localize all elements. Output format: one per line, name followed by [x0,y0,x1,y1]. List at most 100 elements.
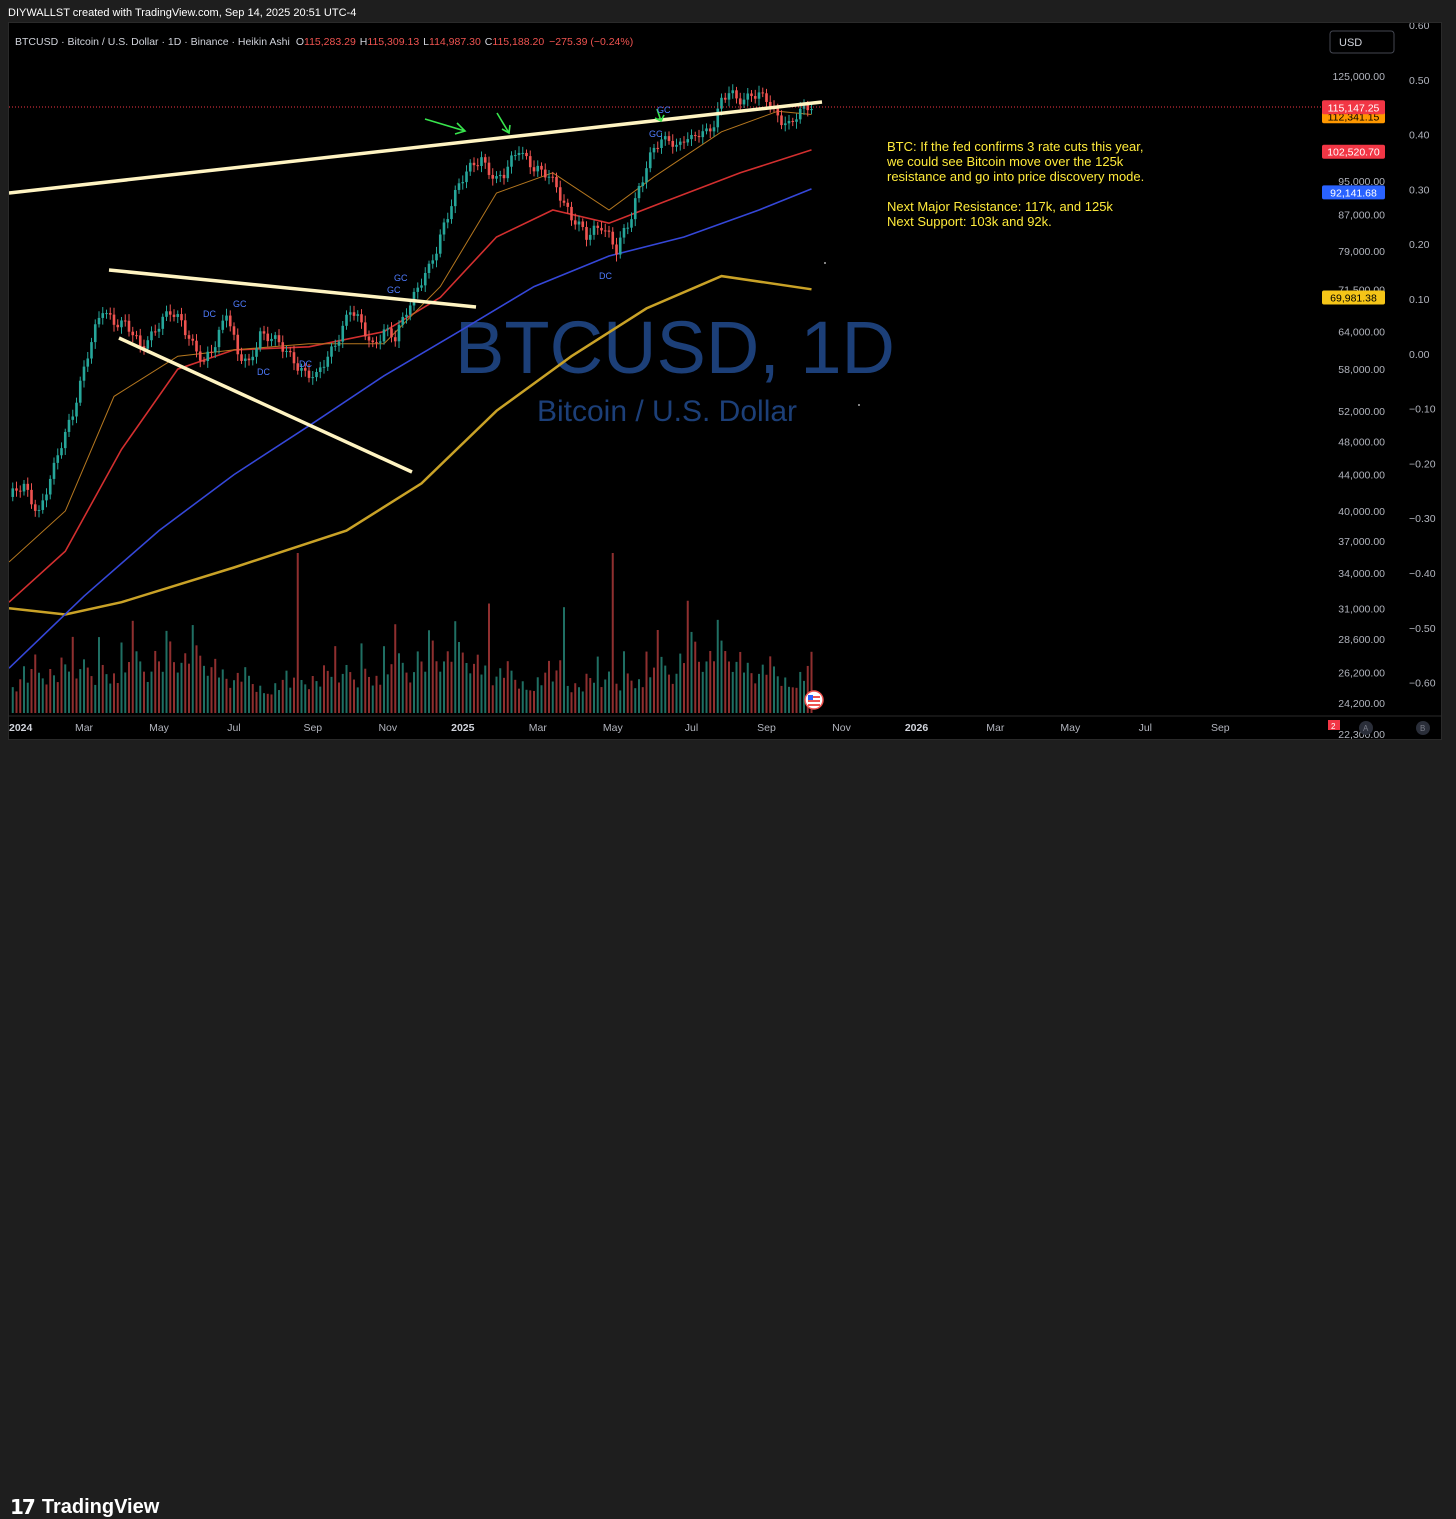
candle-body [116,324,120,328]
volume-bar [233,680,235,713]
trendlines[interactable] [8,100,823,474]
volume-bar [810,651,813,713]
candle-body [22,483,26,492]
price-badge-bg [1322,185,1385,200]
auto-scale-button[interactable] [1359,721,1373,735]
volume-bar [15,691,18,713]
volume-bar [465,662,468,713]
time-tick-label: 2024 [9,722,33,734]
candle-body [18,490,22,492]
candle-body [442,222,446,235]
time-tick-label: Sep [1211,722,1230,734]
candle-body [127,320,131,332]
gc-label: GC [387,285,401,295]
volume-bar [780,685,783,713]
candle-body [585,227,588,240]
candle-body [300,368,303,371]
candle-body [731,90,735,94]
percent-axis[interactable]: 0.60 0.50 0.40 0.30 0.20 0.10 0.00 −0.10 −0.20 −0… [1409,20,1436,690]
chart-svg[interactable]: BTCUSD · Bitcoin / U.S. Dollar · 1D · Bi… [8,20,1441,741]
wedge-lower-trendline[interactable] [118,336,413,474]
candle-body [768,101,772,107]
volume-bar [611,553,614,713]
currency-label: USD [1339,37,1362,49]
volume-bar [34,654,37,713]
candle-body [761,92,765,94]
candle-body [656,147,660,149]
candle-body [225,315,228,321]
candle-body [352,312,356,316]
volume-bar [161,671,164,713]
time-axis[interactable]: 2024 Mar May Jul Sep Nov 2025 Mar May Jul Sep Nov 20… [9,722,1230,734]
chart-frame[interactable]: BTCUSD · Bitcoin / U.S. Dollar · 1D · Bi… [8,20,1442,741]
volume-bar [225,678,228,713]
volume-bar [743,672,745,713]
volume-bar [356,687,359,713]
volume-bar [758,673,760,713]
candle-body [675,144,678,147]
volume-bar [720,640,723,713]
candle-body [120,320,123,328]
scale-buttons[interactable]: 2 A B [1328,720,1430,735]
candle-body [547,176,551,178]
candle-body [112,314,116,325]
candle-body [450,206,453,220]
price-axis[interactable]: 125,000.0095,000.0087,000.0079,000.0071,… [1332,71,1385,741]
price-badge-text: 102,520.70 [1327,147,1380,159]
candle-body [288,350,292,353]
volume-bar [345,664,348,713]
volume-bar [248,675,250,713]
cross-labels: GC GC GC GC GC DC DC DC DC [203,105,671,377]
volume-bar [154,650,157,713]
candle-body [67,419,71,432]
candle-body [723,97,727,100]
volume-bar [285,670,288,713]
candle-body [506,166,510,179]
alert-badge-count: 2 [1331,722,1336,731]
candle-body [483,157,487,163]
candle-body [641,182,645,187]
volume-bar [570,692,573,713]
volume-bar [551,681,554,713]
currency-button[interactable]: USD [1329,30,1395,54]
price-badge-text: 92,141.68 [1330,187,1377,199]
candle-body [682,141,686,143]
percent-tick-label: 0.00 [1409,349,1430,361]
tradingview-logo[interactable]: 17 TradingView [10,1495,159,1519]
volume-bar [443,661,445,713]
volume-bar [476,654,479,713]
volume-bar [135,651,138,713]
candle-body [172,314,176,317]
wedge-upper-trendline[interactable] [108,268,477,309]
volume-bar [645,651,648,713]
volume-bar [26,682,29,713]
time-tick-label: Nov [378,722,397,734]
volume-bar [338,682,340,713]
volume-bar [776,676,779,713]
candle-body [607,230,611,232]
volume-bar [600,687,603,713]
candle-body [401,316,405,325]
volume-bar [341,673,344,713]
candle-body [303,368,307,371]
volume-bar [221,669,224,713]
candle-body [750,93,753,97]
volume-bar [649,677,652,713]
volume-bar [64,664,67,713]
volume-bar [529,690,532,713]
candle-body [630,219,633,228]
volume-bar [525,689,528,713]
log-scale-button[interactable] [1416,721,1430,735]
volume-bar [619,690,622,713]
candle-body [251,356,255,361]
volume-bar [236,672,239,713]
candle-body [292,352,296,364]
candle-body [90,342,93,359]
candle-body [596,225,600,228]
volume-bar [11,687,14,713]
volume-bar [173,662,175,713]
volume-bar [690,631,693,713]
us-flag-icon[interactable] [804,690,824,710]
candle-body [435,253,438,261]
resistance-trendline[interactable] [8,100,823,195]
